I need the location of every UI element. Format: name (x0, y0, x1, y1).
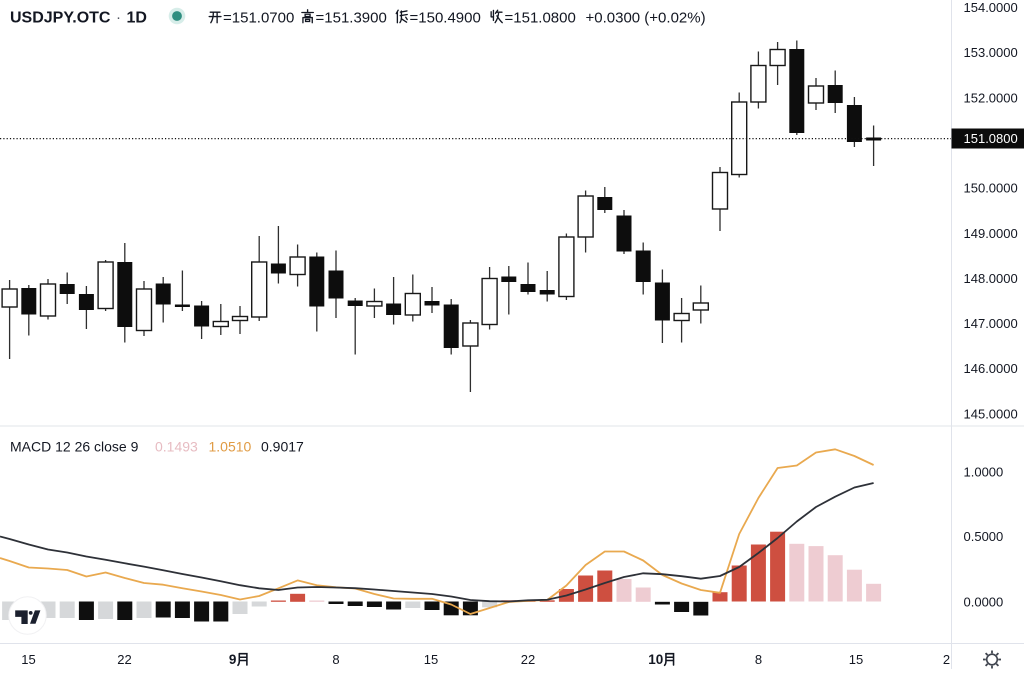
svg-text:8: 8 (755, 652, 762, 667)
svg-text:=151.3900: =151.3900 (316, 10, 387, 27)
svg-text:=151.0800: =151.0800 (505, 10, 576, 27)
svg-text:15: 15 (21, 652, 35, 667)
svg-text:MACD 12 26 close 9: MACD 12 26 close 9 (10, 439, 139, 455)
svg-text:148.0000: 148.0000 (964, 271, 1018, 286)
svg-text:1.0000: 1.0000 (964, 464, 1004, 479)
svg-text:USDJPY.OTC: USDJPY.OTC (10, 10, 111, 27)
svg-text:0.1493: 0.1493 (155, 439, 198, 455)
svg-text:145.0000: 145.0000 (964, 406, 1018, 421)
svg-text:9: 9 (229, 652, 237, 667)
svg-text:0.0000: 0.0000 (964, 595, 1004, 610)
svg-text:146.0000: 146.0000 (964, 361, 1018, 376)
svg-text:8: 8 (332, 652, 339, 667)
svg-text:2: 2 (943, 652, 950, 667)
svg-text:153.0000: 153.0000 (964, 45, 1018, 60)
svg-text:22: 22 (117, 652, 131, 667)
svg-text:·: · (116, 9, 121, 26)
svg-text:=150.4900: =150.4900 (410, 10, 481, 27)
svg-text:0.9017: 0.9017 (261, 439, 304, 455)
svg-text:15: 15 (849, 652, 863, 667)
svg-text:=151.0700: =151.0700 (223, 10, 294, 27)
svg-text:+0.0300 (+0.02%): +0.0300 (+0.02%) (586, 10, 706, 27)
svg-text:15: 15 (424, 652, 438, 667)
svg-text:151.0800: 151.0800 (964, 131, 1018, 146)
svg-text:150.0000: 150.0000 (964, 181, 1018, 196)
svg-text:22: 22 (521, 652, 535, 667)
svg-text:1.0510: 1.0510 (209, 439, 252, 455)
svg-text:147.0000: 147.0000 (964, 316, 1018, 331)
svg-text:0.5000: 0.5000 (964, 529, 1004, 544)
svg-text:149.0000: 149.0000 (964, 226, 1018, 241)
svg-text:10: 10 (648, 652, 663, 667)
svg-text:1D: 1D (127, 10, 147, 27)
svg-text:152.0000: 152.0000 (964, 90, 1018, 105)
svg-text:154.0000: 154.0000 (964, 0, 1018, 15)
